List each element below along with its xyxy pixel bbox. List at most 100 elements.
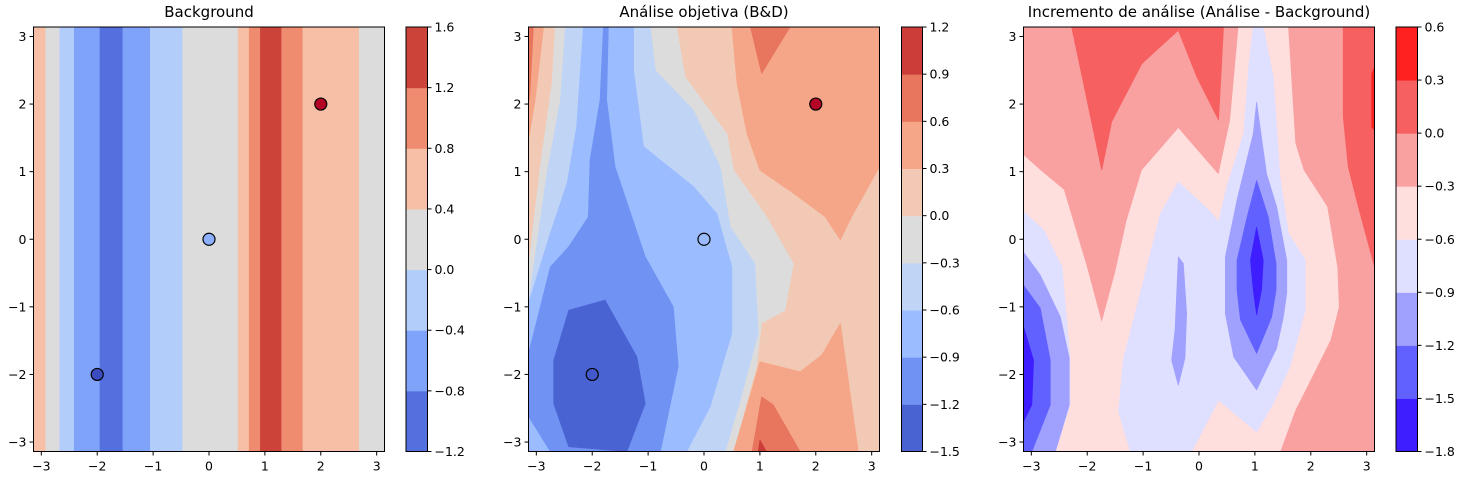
colorbar-tick-label: 0.8 <box>435 141 455 156</box>
y-tick-label: −3 <box>998 435 1016 450</box>
x-tick-label: 3 <box>1363 459 1371 474</box>
colorbar-bin <box>1396 186 1418 240</box>
contour-region-level-8 <box>757 439 767 452</box>
contour-region-level-1 <box>122 27 151 452</box>
y-tick-label: −1 <box>503 299 521 314</box>
colorbar: −1.8 −1.5 −1.2 −0.9 −0.6 −0.3 0.0 0.3 0.6 <box>1395 20 1455 459</box>
y-tick-label: 1 <box>19 164 27 179</box>
colorbar-tick-label: −0.9 <box>1425 285 1455 300</box>
colorbar-bin <box>1396 27 1418 81</box>
x-tick-label: 1 <box>1251 459 1259 474</box>
x-tick-label: 1 <box>261 459 269 474</box>
x-tick-label: −2 <box>1078 459 1096 474</box>
colorbar-bin <box>901 404 923 452</box>
x-tick-label: 3 <box>373 459 381 474</box>
x-tick-label: −2 <box>583 459 601 474</box>
observation-point <box>697 232 711 246</box>
x-tick-label: −3 <box>1022 459 1040 474</box>
y-tick-label: 0 <box>19 232 27 247</box>
contour-region-level-7 <box>528 27 534 101</box>
colorbar: −1.5 −1.2 −0.9 −0.6 −0.3 0.0 0.3 0.6 0.9 1.2 <box>901 20 960 459</box>
colorbar-tick-label: 1.2 <box>930 20 950 35</box>
y-tick-label: 1 <box>1009 164 1017 179</box>
colorbar-bin <box>406 390 428 452</box>
colorbar-tick-label: −1.2 <box>435 444 465 459</box>
observation-point <box>585 367 599 382</box>
colorbar-tick-label: 0.9 <box>930 67 950 82</box>
x-tick-label: −1 <box>639 459 657 474</box>
observation-point <box>809 97 823 111</box>
contour-plot-2: −3 −2 −1 0 1 2 3 −3 −2 −1 0 1 2 3 −1.8 −1.5 −1.2 −0.9 −0.6… <box>998 20 1455 474</box>
contour-region-level-5 <box>248 27 261 452</box>
contour-region-level-2 <box>59 27 75 452</box>
y-tick-label: 2 <box>19 97 27 112</box>
colorbar-bin <box>901 121 923 169</box>
contour-region-level-6 <box>731 27 880 241</box>
contour-region-level-2 <box>150 27 183 452</box>
colorbar-bin <box>901 215 923 264</box>
contour-region-level-6 <box>1071 27 1224 171</box>
colorbar-tick-label: −1.5 <box>1425 391 1455 406</box>
observation-point <box>202 232 216 246</box>
contour-region-level-4 <box>302 27 360 452</box>
colorbar-tick-label: −0.3 <box>1425 179 1455 194</box>
contour-region-level-4 <box>237 27 250 452</box>
y-tick-label: 0 <box>514 232 522 247</box>
contour-fill <box>528 27 880 452</box>
contour-region-level-0 <box>99 27 124 452</box>
x-tick-label: 2 <box>317 459 325 474</box>
colorbar-tick-label: −1.2 <box>930 397 960 412</box>
y-tick-label: −2 <box>998 367 1016 382</box>
colorbar-tick-label: 0.3 <box>1425 73 1445 88</box>
contour-region-level-0 <box>1250 226 1264 316</box>
contour-region-level-3 <box>358 27 385 452</box>
colorbar-bin <box>901 310 923 358</box>
x-tick-label: −1 <box>144 459 162 474</box>
colorbar-bin <box>1396 398 1418 452</box>
y-tick-label: −1 <box>998 299 1016 314</box>
contour-fill <box>1023 27 1375 452</box>
colorbar-tick-label: −0.4 <box>435 323 465 338</box>
contour-region-level-3 <box>45 27 61 452</box>
y-tick-label: 3 <box>19 29 27 44</box>
x-tick-label: −1 <box>1134 459 1152 474</box>
colorbar-frame <box>901 26 923 452</box>
contour-region-level-5 <box>281 27 304 452</box>
colorbar-tick-label: 0.0 <box>435 262 455 277</box>
colorbar-tick-label: 0.6 <box>930 114 950 129</box>
colorbar-tick-label: 1.2 <box>435 80 455 95</box>
contour-region-level-7 <box>1371 66 1375 131</box>
colorbar-tick-label: 0.3 <box>930 161 950 176</box>
colorbar-bin <box>1396 239 1418 293</box>
colorbar: −1.2 −0.8 −0.4 0.0 0.4 0.8 1.2 1.6 <box>405 20 465 459</box>
plot-title-increment: Incremento de análise (Análise - Backgro… <box>1027 3 1371 21</box>
contour-region-level-1 <box>1023 284 1051 452</box>
colorbar-bin <box>406 148 428 210</box>
y-tick-label: 2 <box>514 97 522 112</box>
y-tick-label: 3 <box>514 29 522 44</box>
plot-title-background: Background <box>164 3 254 21</box>
contour-region-level-7 <box>751 396 801 452</box>
colorbar-bin <box>901 168 923 217</box>
contour-plot-1: −3 −2 −1 0 1 2 3 −3 −2 −1 0 1 2 3 −1.5 −1.2 −0.9 −0.6 −0.3… <box>503 20 960 474</box>
colorbar-tick-label: 0.4 <box>435 201 455 216</box>
y-tick-label: −3 <box>503 435 521 450</box>
y-tick-label: −1 <box>8 299 26 314</box>
plot-title-analysis: Análise objetiva (B&D) <box>619 3 789 21</box>
contour-region-level-4 <box>33 27 47 452</box>
colorbar-tick-label: 0.0 <box>1425 126 1445 141</box>
colorbar-tick-label: 0.0 <box>930 208 950 223</box>
colorbar-tick-label: −0.8 <box>435 383 465 398</box>
colorbar-tick-label: −0.3 <box>930 255 960 270</box>
colorbar-tick-label: −1.2 <box>1425 338 1455 353</box>
colorbar-bin <box>406 87 428 149</box>
colorbar-bin <box>406 330 428 392</box>
y-tick-label: −3 <box>8 435 26 450</box>
x-tick-label: 1 <box>756 459 764 474</box>
colorbar-bin <box>901 357 923 405</box>
colorbar-tick-label: −0.9 <box>930 350 960 365</box>
colorbar-tick-label: −0.6 <box>930 303 960 318</box>
contour-region-level-6 <box>260 27 283 452</box>
x-tick-label: −3 <box>32 459 50 474</box>
x-tick-label: 0 <box>700 459 708 474</box>
